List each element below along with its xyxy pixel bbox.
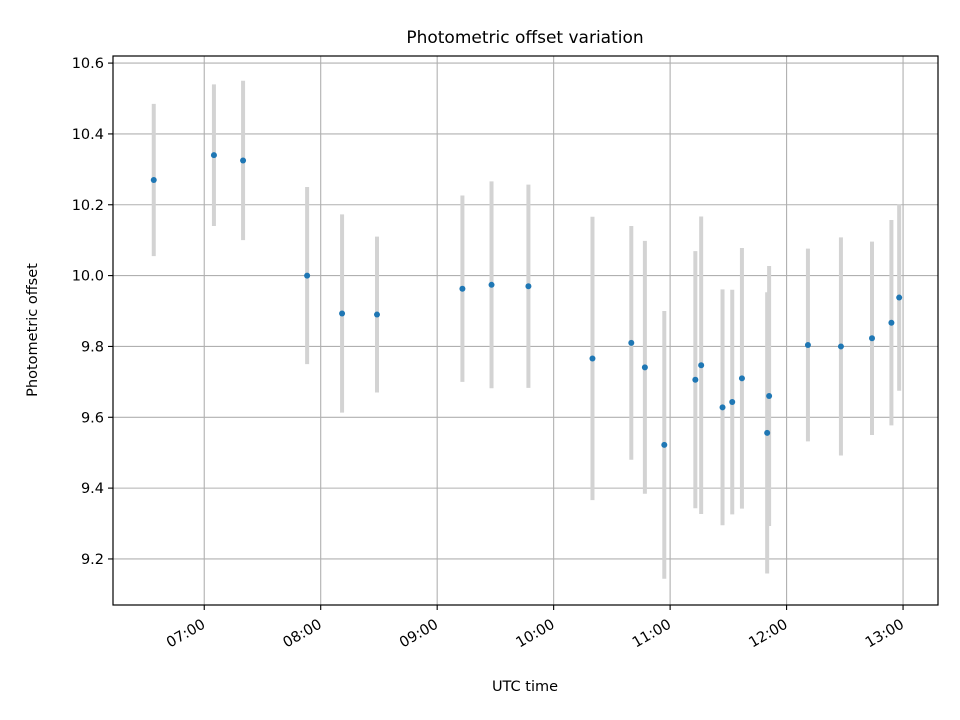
data-point (896, 294, 903, 301)
data-point (804, 342, 811, 349)
data-point (589, 355, 596, 362)
y-axis-ticks: 9.2 9.4 9.6 9.8 10.0 10.2 10.4 10.6 (72, 56, 113, 568)
y-tick-label: 10.2 (72, 198, 104, 214)
data-point (240, 157, 247, 164)
grid (113, 56, 938, 605)
y-tick-label: 10.0 (72, 269, 104, 285)
y-tick-label: 9.2 (81, 552, 104, 568)
y-tick-label: 9.4 (81, 481, 104, 497)
data-point (719, 404, 726, 411)
x-axis-label: UTC time (492, 679, 558, 695)
data-point (869, 335, 875, 342)
data-point (641, 364, 648, 371)
data-point (459, 285, 466, 292)
data-point (692, 376, 699, 383)
data-point (628, 339, 635, 346)
data-point (729, 399, 736, 406)
data-point (304, 272, 311, 279)
data-point (888, 319, 895, 326)
y-tick-label: 10.4 (72, 127, 104, 143)
data-point (210, 152, 217, 159)
data-point (661, 441, 668, 448)
data-point (764, 429, 771, 436)
data-point (698, 362, 705, 369)
data-point (837, 343, 844, 350)
data-point (525, 283, 532, 290)
plot-frame (112, 55, 939, 606)
data-point (374, 311, 380, 318)
data-point (738, 375, 745, 382)
y-axis-label: Photometric offset (25, 263, 41, 397)
y-tick-label: 10.6 (72, 56, 104, 72)
data-point (766, 393, 773, 400)
chart-title: Photometric offset variation (406, 28, 643, 48)
y-tick-label: 9.6 (81, 410, 104, 426)
data-point (339, 310, 346, 317)
data-points (150, 152, 903, 448)
data-point (488, 281, 495, 288)
y-tick-label: 9.8 (81, 339, 104, 355)
data-point (150, 176, 157, 183)
